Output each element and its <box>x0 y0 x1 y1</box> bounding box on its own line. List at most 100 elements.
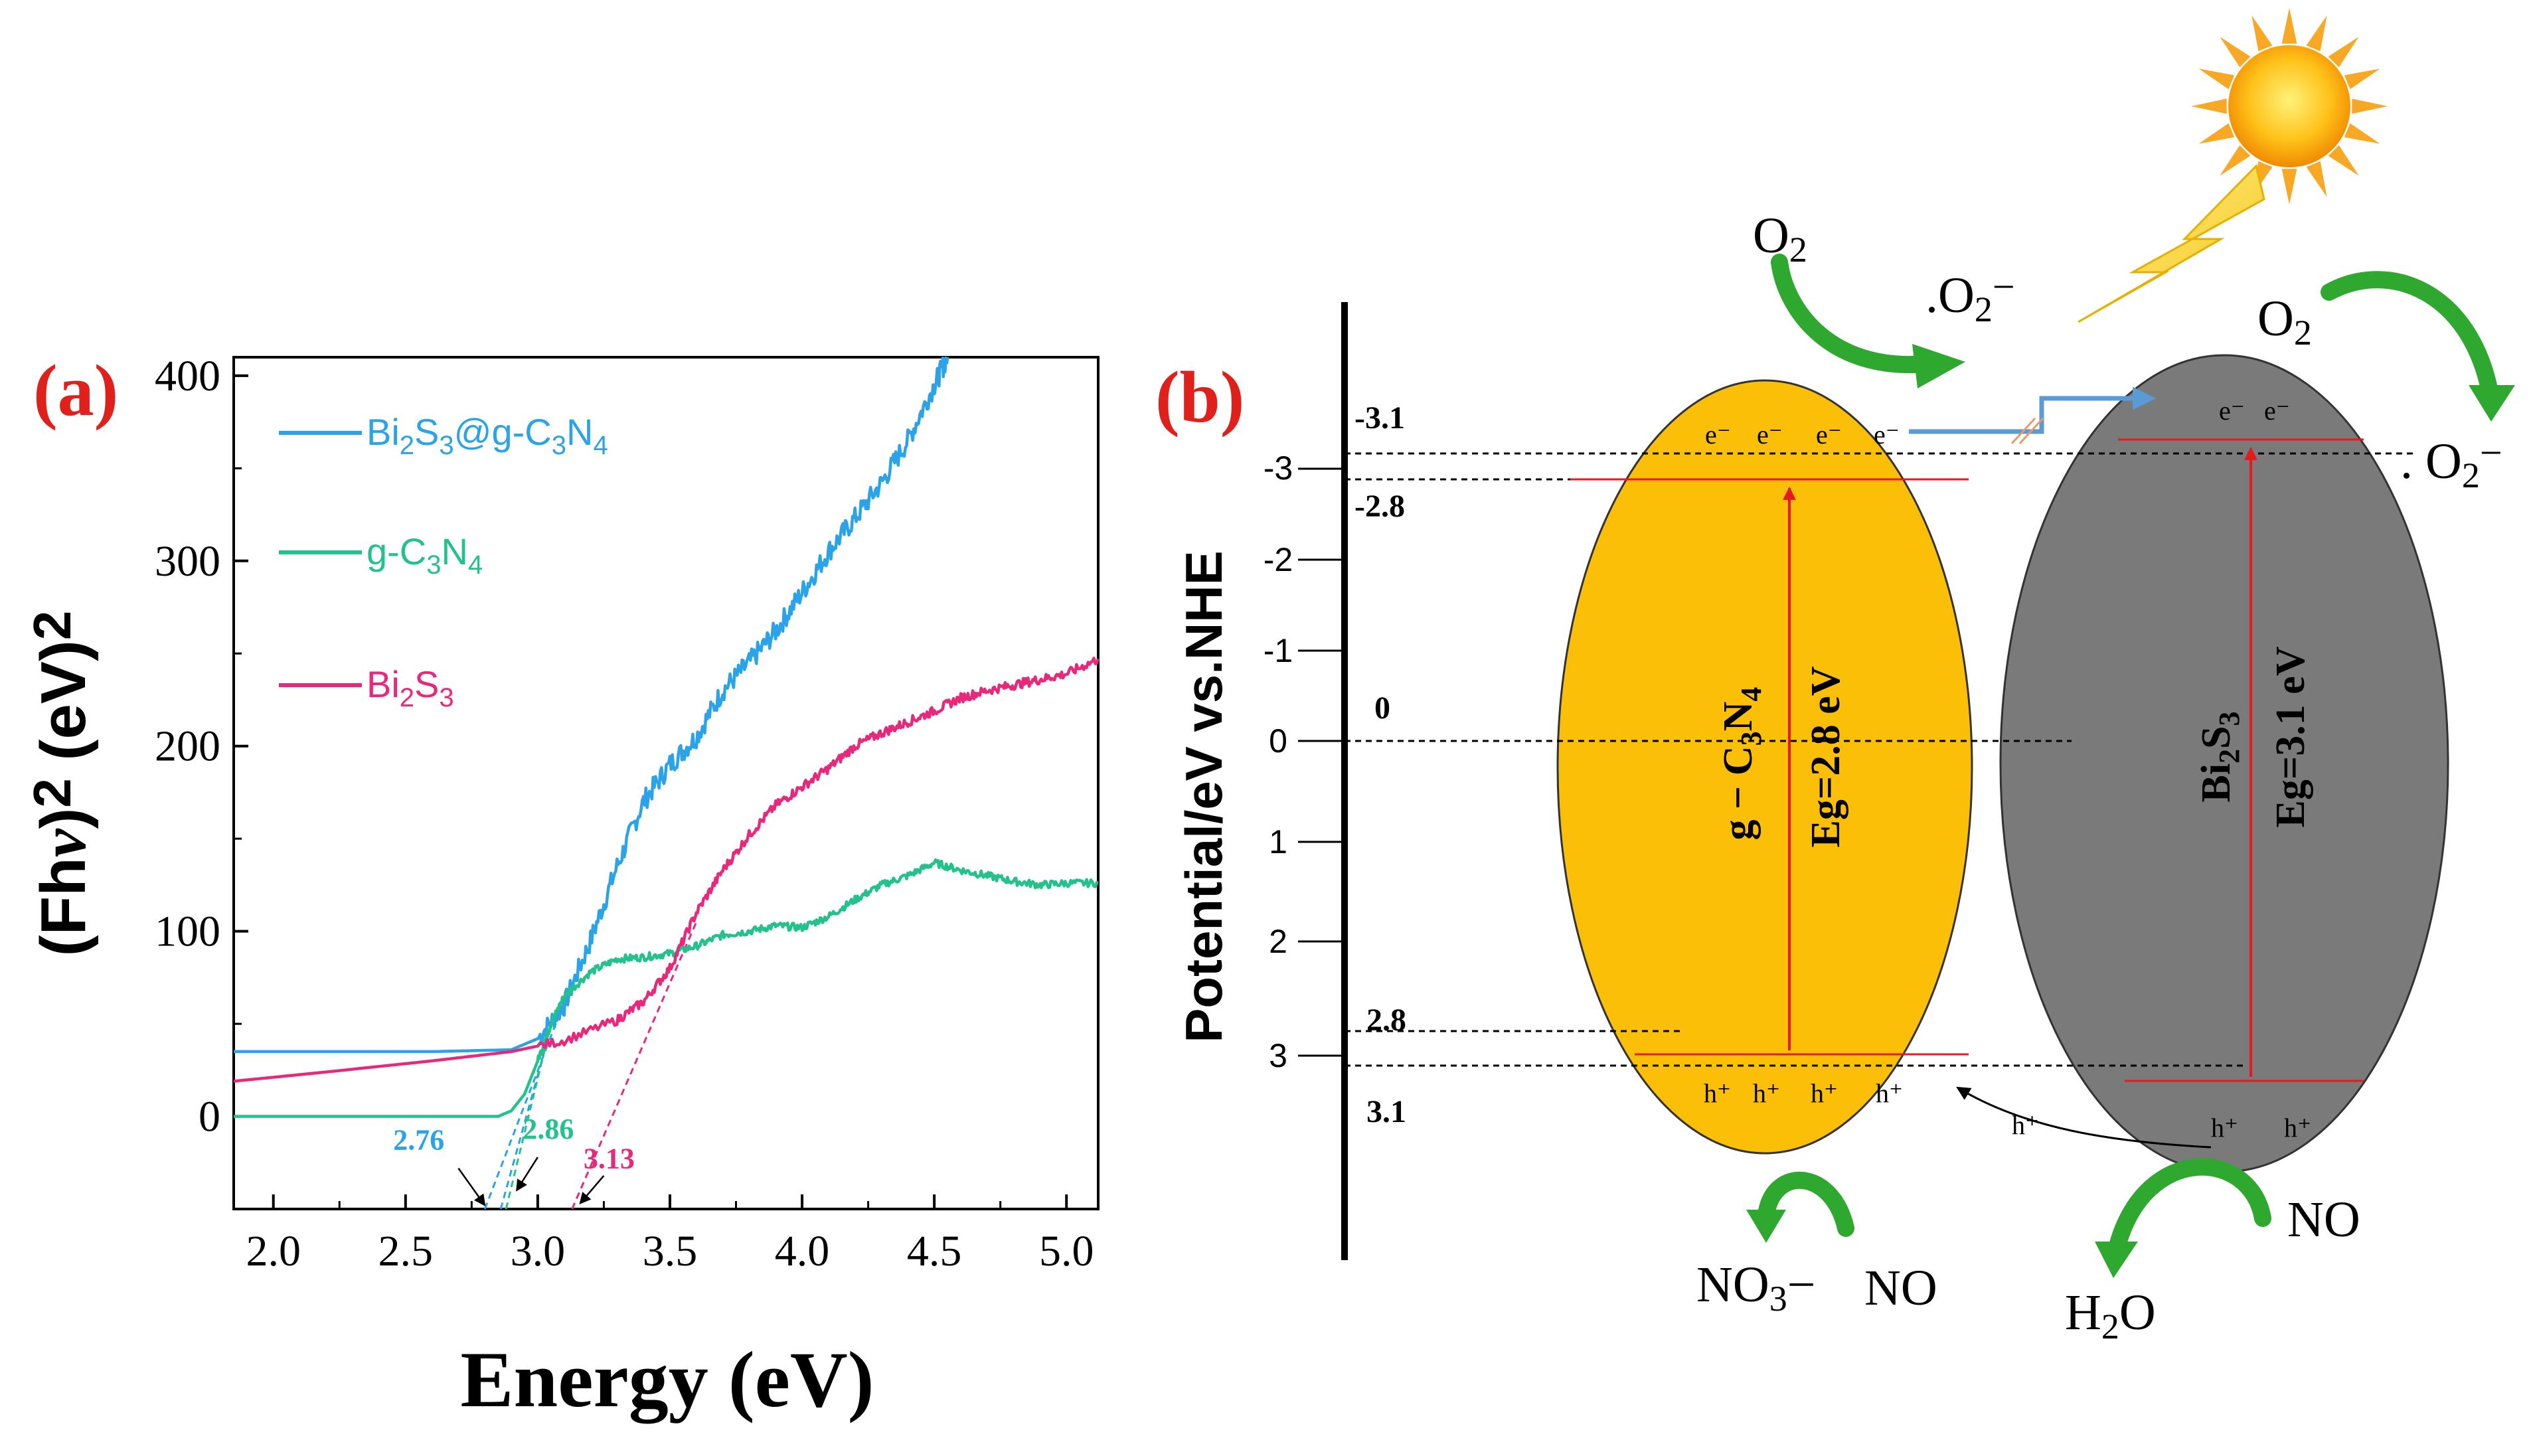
y-axis-title-part: ) <box>28 808 99 829</box>
hole-transfer-arrow <box>1956 1086 2212 1149</box>
level-label-vb-top: 2.8 <box>1366 1003 1406 1038</box>
sun-ray <box>2352 98 2388 114</box>
arrowhead <box>2469 385 2515 422</box>
no-left: NO <box>1864 1260 1937 1316</box>
no-oxidation-arrow <box>1757 1171 1854 1237</box>
x-tick-label: 2.0 <box>246 1227 301 1275</box>
legend-label-part: Bi <box>367 663 400 705</box>
arrowhead <box>1746 1210 1786 1243</box>
tick-label: 3 <box>1269 1037 1287 1074</box>
hole: h⁺ <box>2284 1113 2311 1143</box>
x-tick-label: 2.5 <box>378 1227 434 1275</box>
tangent-line <box>505 1023 552 1210</box>
gcn-name-part: 4 <box>1735 687 1767 702</box>
level-label-zero: 0 <box>1374 690 1390 726</box>
sun-ray <box>2281 169 2297 204</box>
electron: e⁻ <box>1874 420 1900 449</box>
axis-ticks: 2.0 2.5 3.0 3.5 4.0 4.5 5.0 0 100 200 300 400 <box>155 352 1094 1275</box>
electron: e⁻ <box>2219 396 2245 426</box>
tick-label: 2 <box>1269 923 1287 960</box>
chem-part: NO <box>1696 1257 1769 1313</box>
chem-part: 3 <box>1769 1279 1787 1319</box>
sun-ray <box>2328 37 2359 68</box>
hole: h⁺ <box>1876 1078 1903 1108</box>
y-axis-title: (Fhν)2 (eV)2 <box>23 611 99 957</box>
reference-lines <box>1345 452 2417 1067</box>
series-line-1 <box>234 858 1099 1118</box>
onset-arrow <box>457 1167 486 1206</box>
panel-b-label: (b) <box>1155 357 1244 438</box>
chem-part: − <box>2480 431 2502 475</box>
tick-label: 1 <box>1269 823 1287 860</box>
x-tick-label: 5.0 <box>1039 1227 1094 1275</box>
legend-label-part: 2 <box>400 431 414 460</box>
arrowhead <box>1912 344 1965 388</box>
legend-label: g-C3N4 <box>367 530 483 580</box>
lightning-bolt-icon <box>2078 164 2265 323</box>
legend-label-part: 3 <box>439 683 453 712</box>
legend-label: Bi2S3@g-C3N4 <box>367 411 608 460</box>
electron: e⁻ <box>1816 420 1842 449</box>
legend-label: Bi2S3 <box>367 663 454 712</box>
legend-label-part: S <box>414 411 439 453</box>
legend-label-part: 3 <box>439 431 453 460</box>
sun-ray <box>2281 8 2297 44</box>
level-label-vb-low: 3.1 <box>1366 1094 1406 1129</box>
tangent-line <box>571 922 698 1210</box>
legend-label-part: N <box>441 530 467 572</box>
y-axis-title-part: 2 <box>23 611 82 641</box>
sun-ray <box>2220 37 2251 68</box>
arrowhead <box>2095 1242 2138 1278</box>
y-tick-label: 100 <box>155 908 220 956</box>
x-tick-label: 3.0 <box>511 1227 566 1275</box>
level-label-cb-low: -2.8 <box>1354 489 1405 524</box>
gcn-name-part: 3 <box>1735 731 1767 746</box>
legend-label-part: 3 <box>552 431 566 460</box>
transfer-hatch <box>2010 417 2036 445</box>
sun-ray <box>2344 68 2380 90</box>
series-line-2 <box>233 657 1100 1083</box>
series-line-0 <box>234 357 949 1054</box>
sun-ray <box>2220 145 2251 176</box>
no-to-water-arrow <box>2108 1158 2271 1257</box>
onset-label: 2.76 <box>393 1124 444 1157</box>
o2-reduction-arrow-right <box>2321 271 2498 400</box>
superoxide-left: .O2− <box>1925 265 2015 329</box>
tick-label: -1 <box>1264 632 1293 669</box>
panel-b-band-diagram: (b) Potential/eV vs.NHE -3 -2 -1 0 1 2 3… <box>1155 8 2515 1346</box>
sun-ray <box>2191 98 2227 114</box>
sun-icon <box>2191 8 2388 204</box>
legend-label-part: 4 <box>593 431 608 460</box>
y-tick-label: 200 <box>155 722 220 771</box>
hole: h⁺ <box>1811 1078 1838 1108</box>
bis-name-part: 3 <box>2213 711 2246 726</box>
y-tick-label: 400 <box>155 352 220 400</box>
chem-part: . O <box>2400 434 2462 489</box>
y-axis-title-part: (Fh <box>28 857 99 956</box>
sun-ray <box>2198 68 2235 90</box>
legend-label-part: S <box>414 663 439 705</box>
tangent-line <box>499 1027 552 1210</box>
chem-part: O <box>2119 1285 2156 1340</box>
legend-label-part: Bi <box>367 411 400 453</box>
sun-disc <box>2228 45 2350 167</box>
x-tick-label: 3.5 <box>643 1227 698 1275</box>
onset-label: 3.13 <box>584 1143 635 1175</box>
chem-part: 2 <box>2294 313 2312 353</box>
onset-label: 2.86 <box>523 1113 574 1145</box>
onset-annotations: 2.76 2.86 3.13 <box>393 1113 635 1206</box>
chem-part: 2 <box>1975 289 1993 329</box>
transfer-hatch <box>2018 417 2044 445</box>
legend-label-part: g-C <box>367 530 426 572</box>
o2-left: O2 <box>1753 208 1807 270</box>
tick-label: -2 <box>1264 541 1293 578</box>
electron: e⁻ <box>2264 396 2290 426</box>
y-tick-label: 0 <box>199 1093 220 1141</box>
chem-part: .O <box>1925 268 1975 323</box>
legend-label-part: N <box>566 411 593 453</box>
tick-label: -3 <box>1264 449 1293 487</box>
redox-arrowheads <box>1746 344 2515 1278</box>
g-c3n4-ellipse <box>1556 379 1973 1155</box>
